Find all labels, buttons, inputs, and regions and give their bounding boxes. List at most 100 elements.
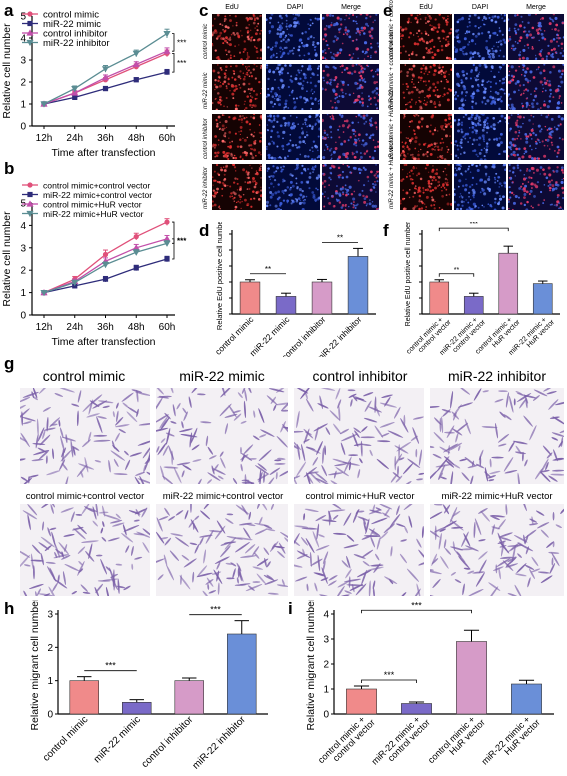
legend-label: miR-22 inhibitor [43, 38, 110, 49]
legend-marker [26, 39, 34, 47]
legend-label: miR-22 mimic [43, 19, 101, 30]
category-label: control inhibitor [140, 714, 196, 770]
bar-group-2 [311, 278, 333, 315]
bar [532, 283, 553, 315]
x-tick-label: 12h [36, 133, 53, 144]
micrograph-dapi [266, 164, 320, 210]
g-label-2: control inhibitor [312, 368, 408, 384]
micrograph-dapi [266, 64, 320, 110]
legend-marker [26, 210, 34, 218]
data-point [133, 265, 139, 271]
legend-label: miR-22 mimic+HuR vector [43, 209, 144, 219]
legend-item-0: control mimic [22, 10, 99, 21]
data-point [71, 279, 79, 287]
micrograph-dapi [454, 64, 506, 110]
panel-letter-b: b [4, 159, 15, 178]
micrograph-edu [400, 114, 452, 160]
y-tick-label: 1 [323, 685, 329, 696]
y-tick-label: 0 [20, 122, 26, 133]
legend-label: control mimic [43, 10, 99, 21]
sig-label: ** [454, 267, 460, 274]
category-label: miR-22 mimic [92, 714, 143, 765]
panel-letter-h: h [4, 599, 15, 618]
data-point [101, 66, 110, 73]
bar-group-1 [401, 701, 432, 715]
transwell-image [294, 504, 424, 596]
bar [239, 281, 261, 315]
series-0 [41, 218, 170, 296]
y-tick-label: 4 [20, 34, 26, 45]
y-tick-label: 3 [20, 243, 26, 254]
micrograph-dapi [266, 14, 320, 60]
legend-item-1: miR-22 mimic+control vector [22, 190, 152, 200]
sig-bracket [438, 273, 475, 277]
category-label: miR-22 inhibitor [191, 714, 249, 772]
sig-label: ** [265, 265, 271, 274]
data-point [163, 31, 171, 38]
micrograph-edu [400, 64, 452, 110]
header-merge: Merge [341, 4, 361, 11]
micrograph-merge [322, 114, 379, 160]
micrograph-merge [508, 14, 564, 60]
y-tick-label: 3 [20, 56, 26, 67]
micrograph-dapi [454, 164, 506, 210]
bar [227, 633, 257, 715]
header-edu: EdU [419, 4, 433, 11]
x-tick-label: 48h [128, 322, 145, 333]
panel-letter-c: c [199, 1, 209, 20]
x-tick-label: 24h [66, 133, 83, 144]
data-point [132, 244, 140, 251]
bar-group-1 [122, 699, 152, 715]
legend-item-0: control mimic+control vector [22, 181, 150, 191]
g-label-0: control mimic [42, 368, 126, 384]
bar-group-1 [463, 292, 484, 315]
data-point [164, 69, 170, 75]
sig-lower-label: *** [177, 237, 186, 246]
data-point [163, 240, 171, 247]
panel-e-row-label: miR-22 mimic + HuR vector [389, 135, 395, 209]
y-tick-label: 3 [47, 610, 53, 621]
y-tick-label: 0 [20, 311, 26, 322]
bar [122, 702, 152, 715]
g-label-3: miR-22 inhibitor [447, 368, 547, 384]
data-point [163, 47, 171, 54]
header-merge: Merge [526, 4, 546, 11]
bar-group-0 [69, 676, 99, 715]
data-point [71, 89, 79, 96]
sig-label: *** [470, 222, 478, 228]
bar [69, 680, 99, 715]
series-2 [40, 47, 171, 107]
bar-group-2 [498, 245, 519, 315]
data-point [164, 219, 170, 225]
header-edu: EdU [225, 4, 239, 11]
y-tick-label: 5 [20, 12, 26, 23]
data-point [72, 94, 78, 100]
g-label-5: miR-22 mimic+control vector [162, 491, 284, 502]
legend-marker [27, 20, 33, 27]
header-dapi: DAPI [286, 4, 304, 11]
bar [174, 680, 204, 715]
y-tick-label: 2 [20, 266, 26, 277]
sig-bracket [361, 609, 472, 614]
bar [456, 641, 487, 715]
panel-letter-a: a [4, 1, 14, 20]
bar [463, 296, 484, 315]
sig-label: *** [384, 670, 395, 680]
sig-label: *** [210, 605, 221, 615]
y-tick-label: 0 [323, 710, 329, 721]
legend-item-2: control mimic+HuR vector [22, 200, 142, 210]
sig-upper-bracket [172, 33, 175, 52]
data-point [164, 256, 170, 262]
chart-f-bar: Relative EdU positive cell numbercontrol… [404, 222, 560, 357]
bar [498, 252, 519, 315]
legend-item-3: miR-22 inhibitor [22, 38, 110, 49]
data-point [102, 276, 109, 282]
panel-c-row-label: miR-22 mimic [203, 72, 209, 109]
x-tick-label: 48h [128, 133, 145, 144]
data-point [132, 60, 140, 67]
legend-marker [26, 29, 34, 36]
bar-group-3 [347, 247, 369, 315]
data-point [40, 101, 48, 108]
legend-marker [27, 182, 33, 188]
